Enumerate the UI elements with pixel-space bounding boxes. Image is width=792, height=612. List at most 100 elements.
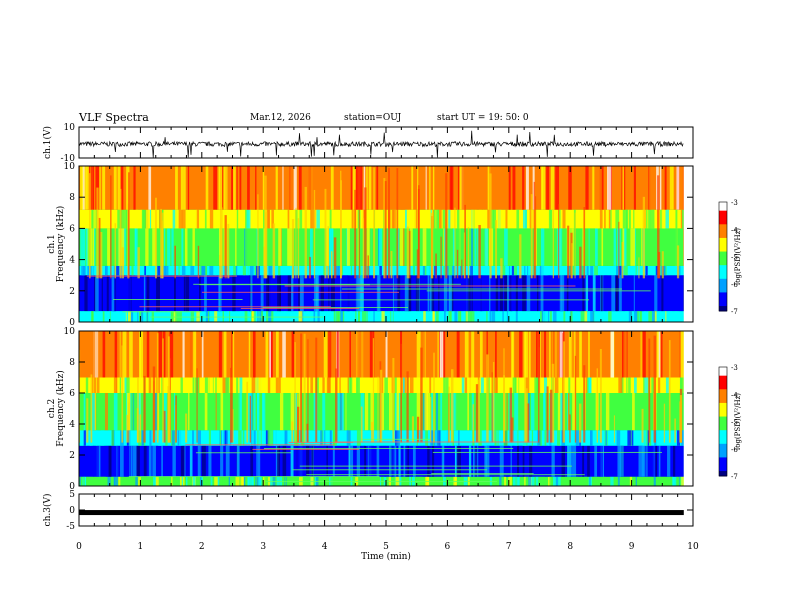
spectrogram-texture bbox=[218, 331, 222, 378]
interference-line bbox=[361, 438, 431, 440]
spectrogram-texture bbox=[143, 209, 148, 229]
spectrogram-texture bbox=[113, 476, 118, 486]
spectrogram-texture bbox=[574, 265, 577, 276]
spectrogram-texture bbox=[213, 209, 216, 229]
colorbar-cell bbox=[719, 470, 727, 474]
sferic-streak bbox=[263, 246, 265, 279]
spectrogram-texture bbox=[627, 430, 631, 446]
spectrogram-texture bbox=[105, 445, 109, 477]
interference-line bbox=[432, 451, 663, 453]
spectrogram-texture bbox=[93, 377, 97, 393]
spectrogram-texture bbox=[159, 377, 161, 393]
spectrogram-texture bbox=[479, 275, 482, 312]
sferic-streak bbox=[143, 375, 146, 443]
sferic-streak bbox=[160, 208, 163, 279]
sferic-streak bbox=[638, 257, 640, 279]
sferic-streak bbox=[139, 414, 142, 443]
spectrogram-texture bbox=[90, 228, 93, 266]
spectrogram-texture bbox=[203, 377, 205, 393]
spectrogram-texture bbox=[642, 331, 646, 378]
spectrogram-texture bbox=[426, 393, 431, 431]
spectrogram-texture bbox=[336, 228, 339, 266]
spectrogram-texture bbox=[512, 476, 516, 486]
spectrogram-texture bbox=[120, 166, 124, 210]
spectrogram-texture bbox=[227, 311, 229, 322]
sferic-streak bbox=[174, 245, 176, 279]
spectrogram-texture bbox=[309, 228, 313, 266]
spectrogram-texture bbox=[116, 228, 119, 266]
spectrogram-texture bbox=[397, 228, 400, 266]
spectrogram-texture bbox=[619, 275, 622, 312]
spectrogram-texture bbox=[470, 311, 475, 322]
spectrogram-texture bbox=[84, 275, 88, 312]
spectrogram-texture bbox=[331, 228, 334, 266]
spectrogram-texture bbox=[119, 209, 124, 229]
spectrogram-texture bbox=[190, 311, 195, 322]
spectrogram-texture bbox=[196, 311, 200, 322]
sferic-streak bbox=[472, 404, 475, 443]
spectrogram-texture bbox=[318, 228, 322, 266]
spectrogram-texture bbox=[525, 166, 529, 210]
spectrogram-texture bbox=[236, 275, 240, 312]
colorbar-cell bbox=[719, 435, 727, 439]
spectrogram-texture bbox=[266, 311, 269, 322]
spectrogram-texture bbox=[180, 377, 183, 393]
spectrogram-texture bbox=[100, 476, 104, 486]
sferic-streak bbox=[114, 223, 117, 279]
spectrogram-texture bbox=[553, 331, 555, 378]
spectrogram-texture bbox=[471, 331, 475, 378]
sferic-streak bbox=[297, 218, 300, 279]
interference-line bbox=[150, 316, 324, 318]
spectrogram-texture bbox=[501, 265, 506, 276]
spectrogram-texture bbox=[198, 393, 203, 431]
spectrogram-texture bbox=[245, 228, 249, 266]
spectrogram-texture bbox=[416, 393, 421, 431]
sferic-streak bbox=[367, 255, 369, 279]
spectrogram-texture bbox=[215, 393, 217, 431]
colorbar-cell bbox=[719, 367, 727, 371]
spectrogram-texture bbox=[313, 275, 317, 312]
spectrogram-texture bbox=[167, 228, 171, 266]
spectrogram-texture bbox=[127, 311, 131, 322]
spectrogram-texture bbox=[96, 445, 99, 477]
spectrogram-texture bbox=[600, 275, 602, 312]
sferic-streak bbox=[89, 173, 91, 279]
spectrogram-texture bbox=[225, 377, 230, 393]
spectrogram-texture bbox=[145, 228, 149, 266]
spectrogram-texture bbox=[247, 476, 250, 486]
spectrogram-texture bbox=[456, 445, 460, 477]
spectrogram-texture bbox=[444, 311, 446, 322]
spectrogram-texture bbox=[246, 209, 251, 229]
spectrogram-texture bbox=[311, 445, 314, 477]
spectrogram-texture bbox=[645, 265, 648, 276]
spectrogram-texture bbox=[195, 209, 198, 229]
colorbar-tick-label: -7 bbox=[731, 308, 738, 316]
colorbar: -3 -4 -5 -6 -7 log(PSD)(V²/Hz) bbox=[718, 199, 742, 316]
spectrogram-texture bbox=[680, 377, 683, 393]
x-tick-label: 3 bbox=[260, 542, 266, 552]
spectrogram-texture bbox=[184, 445, 186, 477]
spectrogram-texture bbox=[497, 430, 499, 446]
spectrogram-texture bbox=[236, 209, 239, 229]
spectrogram-texture bbox=[611, 275, 616, 312]
spectrogram-texture bbox=[652, 311, 655, 322]
spectrogram-texture bbox=[665, 377, 669, 393]
colorbar-cell bbox=[719, 242, 727, 247]
sferic-streak bbox=[406, 226, 410, 279]
spectrogram-texture bbox=[496, 265, 500, 276]
spectrogram-texture bbox=[581, 331, 585, 378]
ch3-panel: 5 0 -5 ch.3(V) bbox=[42, 490, 694, 532]
spectrogram-texture bbox=[197, 445, 201, 477]
colorbar-cell bbox=[719, 467, 727, 472]
spectrogram-texture bbox=[293, 166, 297, 210]
sferic-streak bbox=[418, 185, 420, 279]
sferic-streak bbox=[450, 369, 454, 443]
spectrogram-texture bbox=[342, 393, 344, 431]
spectrogram-texture bbox=[83, 476, 87, 486]
sferic-streak bbox=[420, 347, 423, 443]
spectrogram-texture bbox=[626, 377, 628, 393]
spectrogram-texture bbox=[506, 311, 508, 322]
spectrogram-texture bbox=[551, 445, 555, 477]
spectrogram-texture bbox=[207, 393, 210, 431]
sferic-streak bbox=[224, 215, 227, 279]
